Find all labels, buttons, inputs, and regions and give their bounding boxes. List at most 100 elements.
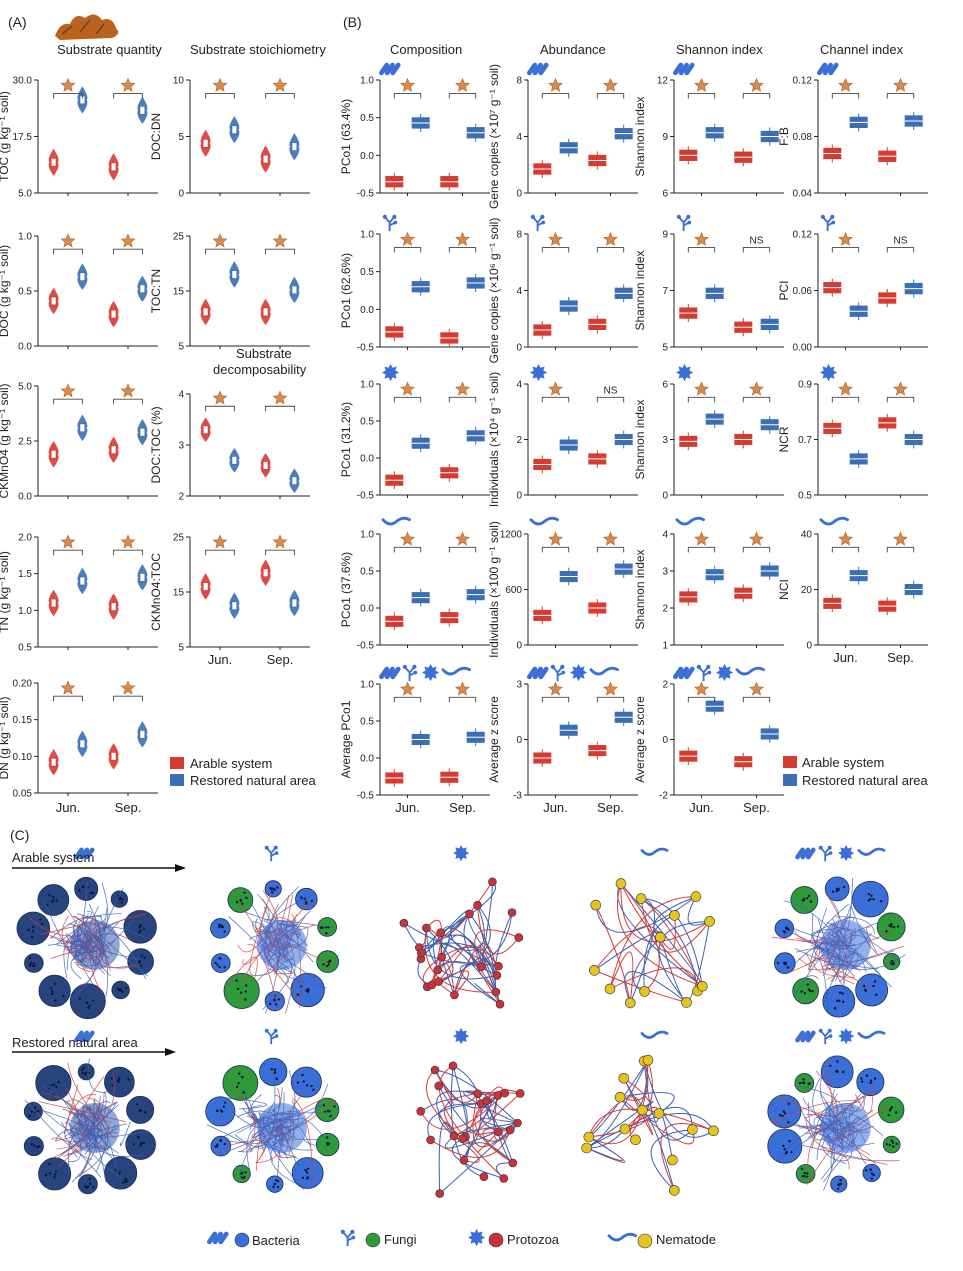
sig-bracket <box>393 247 422 253</box>
y-tick-label: 17.5 <box>13 132 33 143</box>
sig-bracket <box>448 93 477 99</box>
edge <box>51 1137 78 1147</box>
sig-bracket <box>742 696 771 703</box>
bacteria-icon <box>379 62 401 76</box>
node <box>223 930 226 933</box>
edge <box>440 927 498 976</box>
sig-bracket <box>53 93 83 99</box>
network-restored-4 <box>767 1028 905 1193</box>
node <box>143 956 146 960</box>
node <box>301 1176 305 1179</box>
y-tick-label: 0.0 <box>18 342 32 353</box>
sig-bracket <box>113 93 143 99</box>
sig-star <box>212 390 228 405</box>
node <box>618 1073 630 1084</box>
y-tick-label: 6 <box>662 380 668 391</box>
month-b0-1: Sep. <box>449 800 476 815</box>
edge <box>24 1099 92 1160</box>
violin-box-arable <box>50 296 57 306</box>
sig-bracket <box>205 549 235 556</box>
cluster <box>290 1066 322 1098</box>
sig-star <box>603 681 618 696</box>
fungi-icon <box>550 664 566 682</box>
cluster <box>77 1063 95 1081</box>
node <box>51 992 54 996</box>
sig-star <box>694 231 709 246</box>
sig-star <box>603 77 618 92</box>
node <box>434 977 443 986</box>
net-legend-dot-1 <box>365 1232 381 1248</box>
node <box>811 990 814 993</box>
node <box>215 1145 219 1148</box>
violin-box-restored <box>79 423 86 433</box>
sig-ns: NS <box>894 236 908 247</box>
node <box>635 893 647 904</box>
node <box>243 891 246 894</box>
node <box>500 1088 510 1098</box>
node <box>479 1172 489 1181</box>
protozoa-icon <box>530 364 548 382</box>
edge <box>434 1069 518 1124</box>
cluster <box>211 953 231 973</box>
sig-star <box>212 77 228 92</box>
edge <box>643 1060 714 1138</box>
sig-bracket <box>886 247 915 253</box>
chart-fb: 0.04 0.08 0.12 F:B <box>777 62 928 200</box>
violin-box-restored <box>139 284 146 294</box>
nematode-icon <box>857 847 886 856</box>
sig-star <box>694 77 709 92</box>
node <box>860 1077 863 1080</box>
sig-star <box>548 531 563 546</box>
node <box>329 1114 332 1118</box>
y-tick-label: 5 <box>178 342 184 353</box>
y-tick-label: 1.0 <box>360 680 374 691</box>
node <box>121 990 124 994</box>
node <box>838 1183 841 1187</box>
node <box>54 1170 58 1173</box>
node <box>124 1177 127 1181</box>
node <box>85 1186 88 1189</box>
y-tick-label: 0.06 <box>793 286 813 297</box>
node <box>78 997 82 1000</box>
node <box>245 896 248 899</box>
node <box>140 1142 143 1145</box>
hub <box>69 920 120 970</box>
node <box>776 961 780 965</box>
fungi-icon <box>382 214 398 232</box>
y-tick-label: 0 <box>516 641 522 652</box>
sig-star <box>400 531 415 546</box>
node <box>450 990 459 1000</box>
y-tick-label: 0 <box>516 343 522 354</box>
y-tick-label: 0.5 <box>360 267 374 278</box>
node <box>54 999 57 1002</box>
node <box>57 1080 60 1084</box>
y-axis-label: Individuals (×10⁴ g⁻¹ soil) <box>487 372 501 507</box>
node <box>273 1182 277 1186</box>
chart-bac_shannon: 6 9 12 Shannon index <box>633 62 784 200</box>
node <box>473 900 482 910</box>
sig-star <box>60 233 76 248</box>
node <box>842 885 846 889</box>
node <box>81 1068 84 1071</box>
node <box>872 1173 875 1177</box>
sig-star <box>749 77 764 92</box>
edge <box>420 1092 506 1130</box>
title-substrate-decomposability-1: Substrate <box>236 346 292 361</box>
node <box>40 922 44 926</box>
node <box>28 956 32 960</box>
node <box>514 933 524 942</box>
sig-star <box>212 233 228 248</box>
node <box>31 935 34 939</box>
sig-bracket <box>113 398 143 405</box>
y-axis-label: NCI <box>777 579 791 600</box>
y-tick-label: 0.00 <box>793 343 813 354</box>
edge <box>425 1069 463 1140</box>
node <box>31 964 34 967</box>
sig-star <box>838 77 853 92</box>
edge <box>620 883 660 992</box>
node <box>135 1103 139 1106</box>
sig-bracket <box>596 93 625 99</box>
y-axis-label: PCo1 (62.6%) <box>339 253 353 328</box>
edge <box>419 942 497 993</box>
